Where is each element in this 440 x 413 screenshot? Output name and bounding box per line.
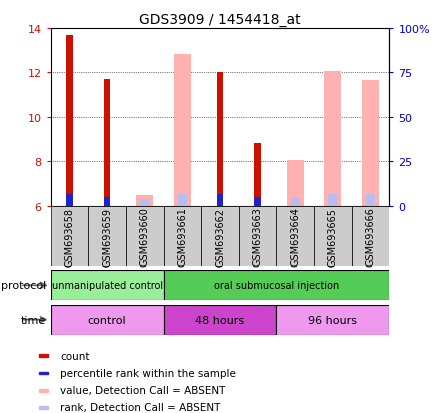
Bar <box>39 354 48 358</box>
Bar <box>314 206 352 266</box>
Text: GSM693666: GSM693666 <box>366 207 376 266</box>
Bar <box>164 206 201 266</box>
Text: GSM693662: GSM693662 <box>215 207 225 266</box>
Bar <box>39 406 48 409</box>
Bar <box>51 206 88 266</box>
Bar <box>201 206 239 266</box>
Bar <box>136 195 153 206</box>
Text: GSM693659: GSM693659 <box>102 207 112 266</box>
Bar <box>140 200 150 206</box>
Bar <box>276 206 314 266</box>
Text: protocol: protocol <box>1 280 46 291</box>
Text: GSM693665: GSM693665 <box>328 207 338 266</box>
Text: rank, Detection Call = ABSENT: rank, Detection Call = ABSENT <box>60 402 221 412</box>
Bar <box>352 206 389 266</box>
Text: value, Detection Call = ABSENT: value, Detection Call = ABSENT <box>60 385 226 395</box>
Bar <box>39 389 48 392</box>
Bar <box>254 143 261 206</box>
Text: unmanipulated control: unmanipulated control <box>51 280 163 291</box>
Text: GSM693660: GSM693660 <box>140 207 150 266</box>
Bar <box>174 55 191 206</box>
Bar <box>287 161 304 206</box>
Bar <box>126 206 164 266</box>
Bar <box>88 206 126 266</box>
Bar <box>51 305 164 335</box>
Text: GSM693663: GSM693663 <box>253 207 263 266</box>
Bar <box>276 305 389 335</box>
Bar <box>216 73 224 206</box>
Text: 48 hours: 48 hours <box>195 315 245 325</box>
Text: control: control <box>88 315 126 325</box>
Bar <box>239 206 276 266</box>
Bar <box>216 194 224 206</box>
Bar <box>164 305 276 335</box>
Text: percentile rank within the sample: percentile rank within the sample <box>60 368 236 378</box>
Text: GSM693658: GSM693658 <box>64 207 74 266</box>
Bar <box>51 271 164 301</box>
Bar <box>66 36 73 207</box>
Text: count: count <box>60 351 90 361</box>
Bar <box>39 372 48 375</box>
Text: 96 hours: 96 hours <box>308 315 357 325</box>
Bar <box>328 194 337 206</box>
Bar <box>290 199 300 206</box>
Bar <box>104 197 110 206</box>
Bar <box>164 271 389 301</box>
Bar <box>104 80 110 206</box>
Text: GSM693661: GSM693661 <box>177 207 187 266</box>
Text: oral submucosal injection: oral submucosal injection <box>214 280 339 291</box>
Text: GSM693664: GSM693664 <box>290 207 300 266</box>
Title: GDS3909 / 1454418_at: GDS3909 / 1454418_at <box>139 12 301 26</box>
Bar <box>178 194 187 206</box>
Bar <box>366 194 375 206</box>
Bar <box>324 72 341 206</box>
Text: time: time <box>21 315 46 325</box>
Bar <box>254 197 261 206</box>
Bar <box>66 194 73 206</box>
Bar <box>362 81 379 206</box>
